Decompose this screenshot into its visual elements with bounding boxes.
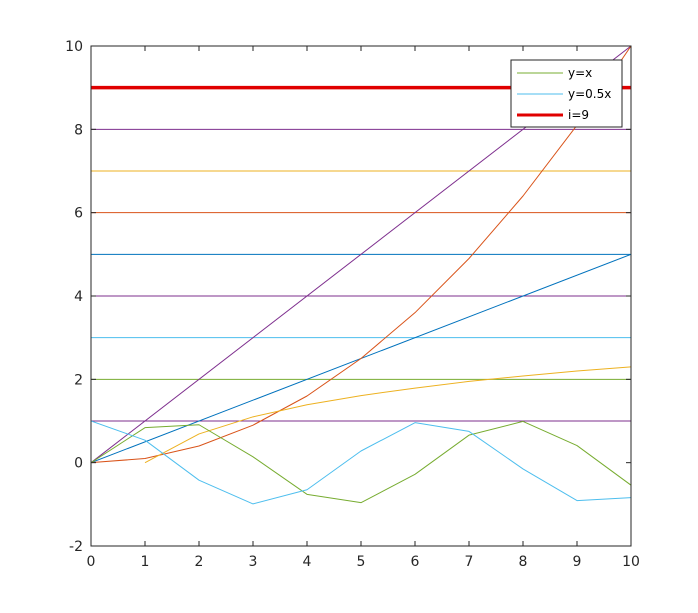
- y-tick-label: 0: [74, 456, 83, 472]
- legend: y=x y=0.5x i=9: [510, 59, 623, 128]
- x-tick-label: 0: [87, 554, 96, 570]
- x-tick-label: 7: [465, 554, 474, 570]
- y-tick-label: -2: [69, 539, 83, 555]
- x-tick-label: 3: [249, 554, 258, 570]
- legend-label: i=9: [568, 108, 589, 122]
- x-tick-label: 8: [519, 554, 528, 570]
- y-tick-label: 2: [74, 372, 83, 388]
- y-tick-label: 10: [65, 39, 83, 55]
- x-tick-label: 6: [411, 554, 420, 570]
- series-line-5: [91, 420, 631, 504]
- legend-label: y=0.5x: [568, 87, 611, 101]
- y-tick-label: 6: [74, 206, 83, 222]
- x-tick-label: 1: [141, 554, 150, 570]
- x-tick-label: 9: [573, 554, 582, 570]
- y-tick-label: 8: [74, 122, 83, 138]
- series-line-6: [91, 420, 631, 505]
- x-tick-label: 5: [357, 554, 366, 570]
- x-tick-label: 10: [622, 554, 640, 570]
- series-line-4: [144, 366, 631, 464]
- x-tick-label: 2: [195, 554, 204, 570]
- x-tick-label: 4: [303, 554, 312, 570]
- y-tick-label: 4: [74, 289, 83, 305]
- series-line-3: [91, 45, 631, 464]
- legend-label: y=x: [568, 66, 592, 80]
